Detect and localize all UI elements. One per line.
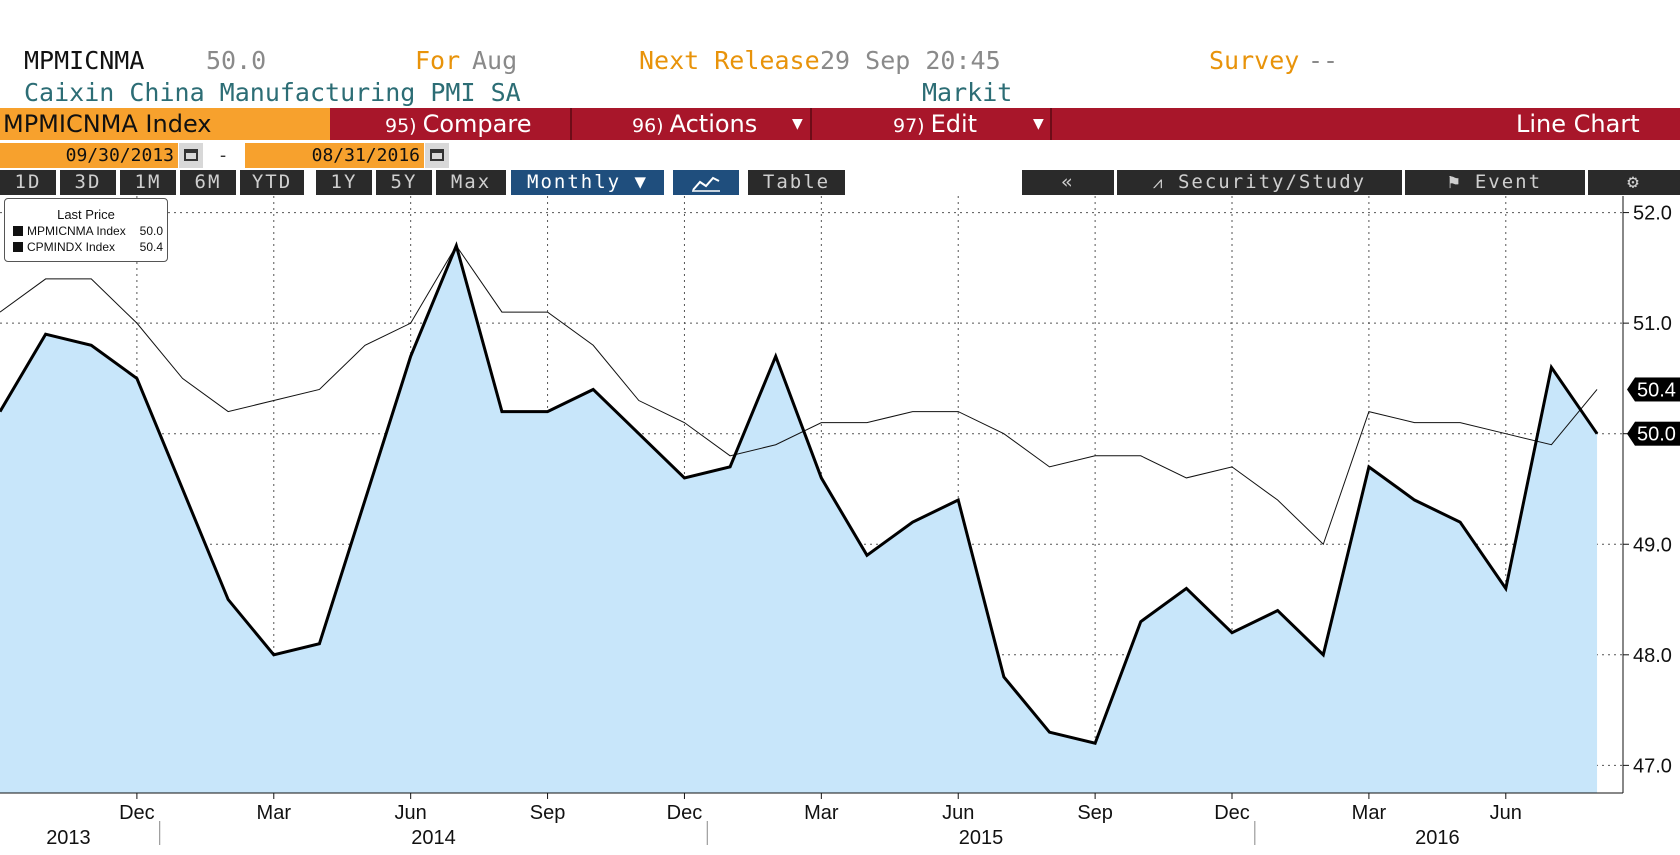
year-label: 2013: [46, 827, 91, 849]
ticker-input[interactable]: MPMICNMA Index: [0, 108, 330, 140]
survey-value: --: [1308, 46, 1339, 75]
next-release-label: Next Release: [639, 46, 820, 75]
legend-title: Last Price: [57, 207, 115, 222]
last-value-tag: 50.4: [1627, 377, 1680, 402]
settings-button[interactable]: ⚙: [1588, 170, 1680, 195]
edit-label: Edit: [930, 110, 978, 138]
legend-item-value: 50.0: [139, 224, 163, 238]
series-line-mpmicnma: [0, 241, 1599, 746]
end-date-field[interactable]: 08/31/2016: [245, 143, 424, 168]
toolbar-divider: [570, 108, 572, 140]
for-label: For: [415, 46, 461, 75]
chart-legend: Last Price MPMICNMA Index 50.0 CPMINDX I…: [4, 198, 168, 262]
period-5y-button[interactable]: 5Y: [376, 170, 432, 195]
x-tick-label: Jun: [1490, 802, 1522, 824]
year-label: 2015: [959, 827, 1004, 849]
y-tick-label: 49.0: [1633, 534, 1672, 556]
x-tick-label: Jun: [395, 802, 427, 824]
chart-type-label[interactable]: Line Chart: [1516, 110, 1640, 138]
calendar-icon[interactable]: [425, 143, 449, 168]
security-study-button[interactable]: ⩘ Security/Study: [1117, 170, 1402, 195]
event-button[interactable]: ⚑ Event: [1405, 170, 1585, 195]
actions-dropdown-icon: ▼: [792, 116, 803, 132]
period-1m-button[interactable]: 1M: [120, 170, 176, 195]
actions-number: 96): [632, 115, 664, 137]
period-max-button[interactable]: Max: [436, 170, 506, 195]
legend-swatch: [13, 226, 23, 236]
compare-label: Compare: [422, 110, 532, 138]
y-tick-label: 48.0: [1633, 645, 1672, 667]
edit-button[interactable]: 97) Edit ▼: [893, 108, 1048, 140]
study-chart-icon: ⩘: [1152, 173, 1165, 193]
legend-item-name: MPMICNMA Index: [27, 224, 126, 238]
actions-button[interactable]: 96) Actions ▼: [632, 108, 807, 140]
line-chart-toggle[interactable]: [673, 170, 739, 195]
line-chart-icon: [692, 176, 720, 192]
series-area-mpmicnma: [0, 245, 1598, 793]
gear-icon: ⚙: [1627, 171, 1641, 193]
x-tick-label: Sep: [1077, 802, 1113, 824]
for-value: Aug: [472, 46, 518, 75]
period-3d-button[interactable]: 3D: [60, 170, 116, 195]
actions-label: Actions: [669, 110, 758, 138]
last-value: 50.0: [206, 46, 267, 75]
edit-number: 97): [893, 115, 925, 137]
security-study-label: Security/Study: [1177, 171, 1367, 193]
legend-item-name: CPMINDX Index: [27, 240, 116, 254]
x-tick-label: Sep: [530, 802, 566, 824]
x-tick-label: Dec: [1214, 802, 1250, 824]
year-label: 2014: [411, 827, 456, 849]
x-tick-label: Dec: [119, 802, 155, 824]
period-6m-button[interactable]: 6M: [180, 170, 236, 195]
period-1d-button[interactable]: 1D: [0, 170, 56, 195]
line-layer: [0, 241, 1599, 746]
security-description: Caixin China Manufacturing PMI SA: [24, 78, 521, 107]
next-release-value: 29 Sep 20:45: [820, 46, 1001, 75]
legend-item-value: 50.4: [139, 240, 163, 254]
y-tick-label: 47.0: [1633, 755, 1672, 777]
last-value-tag: 50.0: [1627, 421, 1680, 446]
series-line-cpmindx: [0, 244, 1598, 546]
x-tick-label: Mar: [804, 802, 839, 824]
start-date-field[interactable]: 09/30/2013: [0, 143, 178, 168]
edit-dropdown-icon: ▼: [1033, 116, 1044, 132]
compare-button[interactable]: 95) Compare: [385, 108, 531, 140]
toolbar-divider: [1050, 108, 1052, 140]
period-ytd-button[interactable]: YTD: [240, 170, 304, 195]
line-chart: 52.0 51.0 50.0 49.0 48.0 47.0 Dec Mar Jun Sep Dec M…: [0, 196, 1680, 849]
event-label: Event: [1474, 171, 1543, 193]
flag-icon: ⚑: [1447, 171, 1462, 193]
x-tick-label: Dec: [667, 802, 703, 824]
table-button[interactable]: Table: [748, 170, 845, 195]
y-tick-label: 52.0: [1633, 203, 1672, 225]
legend-item: MPMICNMA Index 50.0: [13, 224, 163, 238]
svg-text:50.4: 50.4: [1637, 379, 1676, 401]
collapse-button[interactable]: «: [1022, 170, 1114, 195]
x-tick-label: Mar: [1352, 802, 1387, 824]
y-tick-label: 51.0: [1633, 313, 1672, 335]
legend-swatch: [13, 242, 23, 252]
x-tick-label: Mar: [257, 802, 292, 824]
ticker-symbol: MPMICNMA: [24, 46, 145, 75]
data-source: Markit: [922, 78, 1013, 107]
compare-number: 95): [385, 115, 417, 137]
calendar-icon[interactable]: [179, 143, 203, 168]
date-separator: -: [203, 143, 243, 168]
year-label: 2016: [1415, 827, 1460, 849]
axis-layer: 52.0 51.0 50.0 49.0 48.0 47.0 Dec Mar Jun Sep Dec M…: [0, 196, 1680, 849]
period-1y-button[interactable]: 1Y: [316, 170, 372, 195]
svg-text:50.0: 50.0: [1637, 424, 1676, 446]
area-layer: [0, 245, 1598, 793]
x-tick-label: Jun: [942, 802, 974, 824]
survey-label: Survey: [1209, 46, 1300, 75]
toolbar-divider: [810, 108, 812, 140]
legend-item: CPMINDX Index 50.4: [13, 240, 163, 254]
collapse-icon: «: [1061, 171, 1075, 193]
frequency-dropdown[interactable]: Monthly ▼: [511, 170, 664, 195]
